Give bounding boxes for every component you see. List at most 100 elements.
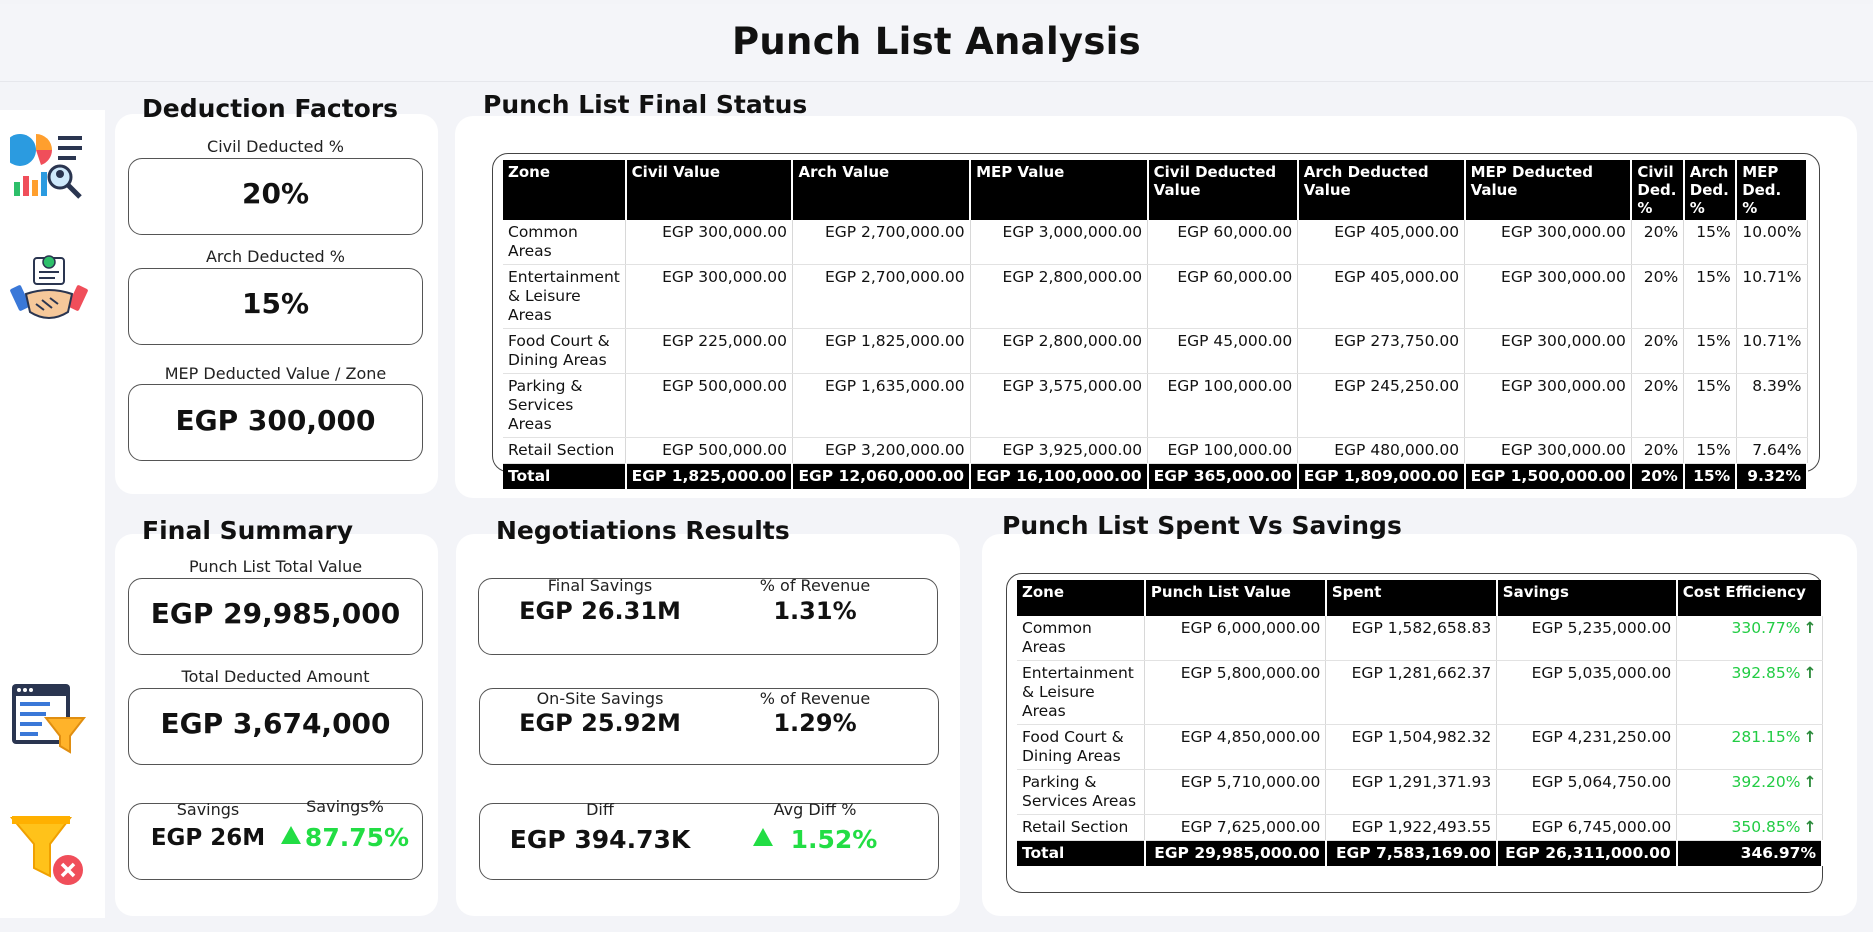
value-cell: EGP 2,800,000.00 xyxy=(970,264,1149,329)
civil-deducted-value: 20% xyxy=(241,177,310,210)
value-cell: 10.71% xyxy=(1736,328,1808,374)
up-triangle-icon xyxy=(752,828,773,846)
savings-card xyxy=(128,803,423,880)
value-cell: EGP 45,000.00 xyxy=(1147,328,1299,374)
total-label: Total xyxy=(503,463,627,489)
total-cell: EGP 26,311,000.00 xyxy=(1496,840,1678,866)
total-cell: EGP 1,809,000.00 xyxy=(1297,463,1466,489)
column-header: Punch List Value xyxy=(1144,580,1327,616)
value-cell: EGP 2,700,000.00 xyxy=(792,264,971,329)
value-cell: EGP 3,575,000.00 xyxy=(970,373,1149,438)
negotiations-title: Negotiations Results xyxy=(496,516,790,545)
zone-cell: Common Areas xyxy=(1017,616,1146,661)
final-savings-card xyxy=(478,578,938,655)
value-cell: EGP 2,700,000.00 xyxy=(792,220,971,265)
table-row[interactable]: Entertainment & Leisure Areas EGP 5,800,0… xyxy=(1017,660,1823,725)
total-cell: 9.32% xyxy=(1736,463,1808,489)
column-header: Civil Ded. % xyxy=(1631,160,1685,220)
table-row[interactable]: Parking & Services Areas EGP 5,710,000.00… xyxy=(1017,769,1823,815)
final-pct-value: 1.31% xyxy=(773,597,857,625)
value-cell: EGP 5,800,000.00 xyxy=(1144,660,1327,725)
value-cell: EGP 100,000.00 xyxy=(1147,373,1299,438)
total-cell: EGP 1,500,000.00 xyxy=(1464,463,1633,489)
value-cell: EGP 1,582,658.83 xyxy=(1325,616,1498,661)
value-cell: EGP 405,000.00 xyxy=(1297,264,1466,329)
final-savings-label: Final Savings xyxy=(547,576,653,595)
table-row[interactable]: Retail Section EGP 500,000.00 EGP 3,200,00… xyxy=(503,437,1808,464)
value-cell: EGP 300,000.00 xyxy=(1464,437,1632,464)
avg-diff-label: Avg Diff % xyxy=(773,800,857,819)
diff-card xyxy=(479,803,939,880)
final-status-title: Punch List Final Status xyxy=(483,90,808,119)
value-cell: 20% xyxy=(1631,328,1685,374)
value-cell: EGP 3,200,000.00 xyxy=(792,437,971,464)
filter-clear-icon[interactable] xyxy=(9,810,88,892)
column-header: Zone xyxy=(503,160,627,220)
column-header: Arch Deducted Value xyxy=(1297,160,1466,220)
spent-savings-frame xyxy=(1006,573,1823,893)
value-cell: EGP 273,750.00 xyxy=(1297,328,1466,374)
negotiations-panel xyxy=(456,534,960,916)
value-cell: EGP 5,035,000.00 xyxy=(1496,660,1678,725)
page-header: Punch List Analysis xyxy=(0,4,1873,82)
value-cell: EGP 5,710,000.00 xyxy=(1144,769,1327,815)
value-cell: EGP 1,291,371.93 xyxy=(1325,769,1498,815)
zone-cell: Retail Section xyxy=(503,437,627,464)
column-header: Arch Ded. % xyxy=(1683,160,1738,220)
total-cell: EGP 365,000.00 xyxy=(1147,463,1299,489)
total-row: Total EGP 1,825,000.00 EGP 12,060,000.00 EG… xyxy=(503,463,1808,489)
table-row[interactable]: Food Court & Dining Areas EGP 225,000.00 E… xyxy=(503,328,1808,374)
value-cell: 20% xyxy=(1631,264,1685,329)
savings-label: Savings xyxy=(176,800,240,819)
value-cell: 15% xyxy=(1683,437,1737,464)
value-cell: EGP 3,000,000.00 xyxy=(970,220,1149,265)
analytics-icon[interactable] xyxy=(4,122,88,204)
mep-deducted-value: EGP 300,000 xyxy=(175,404,376,437)
civil-deducted-card xyxy=(128,158,423,235)
handshake-icon[interactable] xyxy=(10,252,88,334)
savings-pct-value: 87.75% xyxy=(304,823,410,852)
savings-value: EGP 26M xyxy=(150,825,266,851)
value-cell: 10.00% xyxy=(1736,220,1808,265)
total-label: Total xyxy=(1017,840,1146,866)
total-value-card xyxy=(128,578,423,655)
value-cell: EGP 245,250.00 xyxy=(1297,373,1466,438)
deducted-amount-value: EGP 3,674,000 xyxy=(160,707,391,740)
column-header: Zone xyxy=(1017,580,1146,616)
table-row[interactable]: Parking & Services Areas EGP 500,000.00 EG… xyxy=(503,373,1808,438)
value-cell: EGP 1,635,000.00 xyxy=(792,373,971,438)
value-cell: 15% xyxy=(1683,373,1737,438)
value-cell: EGP 60,000.00 xyxy=(1147,220,1299,265)
table-row[interactable]: Entertainment & Leisure Areas EGP 300,000… xyxy=(503,264,1808,329)
table-row[interactable]: Common Areas EGP 6,000,000.00 EGP 1,582,65… xyxy=(1017,616,1823,661)
value-cell: EGP 405,000.00 xyxy=(1297,220,1466,265)
value-cell: EGP 500,000.00 xyxy=(625,373,793,438)
table-row[interactable]: Food Court & Dining Areas EGP 4,850,000.0… xyxy=(1017,724,1823,770)
value-cell: EGP 5,235,000.00 xyxy=(1496,616,1678,661)
value-cell: EGP 60,000.00 xyxy=(1147,264,1299,329)
column-header: Spent xyxy=(1325,580,1498,616)
final-pct-label: % of Revenue xyxy=(759,576,871,595)
column-header: Savings xyxy=(1496,580,1678,616)
total-cell: 346.97% xyxy=(1676,840,1824,866)
cost-efficiency-cell: 392.20% ↑ xyxy=(1676,769,1823,815)
zone-cell: Food Court & Dining Areas xyxy=(1017,724,1146,770)
value-cell: EGP 300,000.00 xyxy=(1464,373,1632,438)
value-cell: 8.39% xyxy=(1736,373,1808,438)
zone-cell: Parking & Services Areas xyxy=(503,373,627,438)
table-row[interactable]: Common Areas EGP 300,000.00 EGP 2,700,000.… xyxy=(503,220,1808,265)
value-cell: EGP 225,000.00 xyxy=(625,328,793,374)
table-row[interactable]: Retail Section EGP 7,625,000.00 EGP 1,922,… xyxy=(1017,814,1823,841)
column-header: Civil Deducted Value xyxy=(1147,160,1299,220)
filter-list-icon[interactable] xyxy=(10,680,88,762)
value-cell: 15% xyxy=(1683,264,1737,329)
value-cell: 15% xyxy=(1683,328,1737,374)
zone-cell: Parking & Services Areas xyxy=(1017,769,1146,815)
value-cell: EGP 7,625,000.00 xyxy=(1144,814,1327,841)
value-cell: 10.71% xyxy=(1736,264,1808,329)
arch-deducted-label: Arch Deducted % xyxy=(205,247,345,266)
total-row: Total EGP 29,985,000.00 EGP 7,583,169.00 EG… xyxy=(1017,840,1824,866)
deducted-amount-card xyxy=(128,688,423,765)
value-cell: EGP 300,000.00 xyxy=(1464,328,1632,374)
value-cell: EGP 6,745,000.00 xyxy=(1496,814,1678,841)
